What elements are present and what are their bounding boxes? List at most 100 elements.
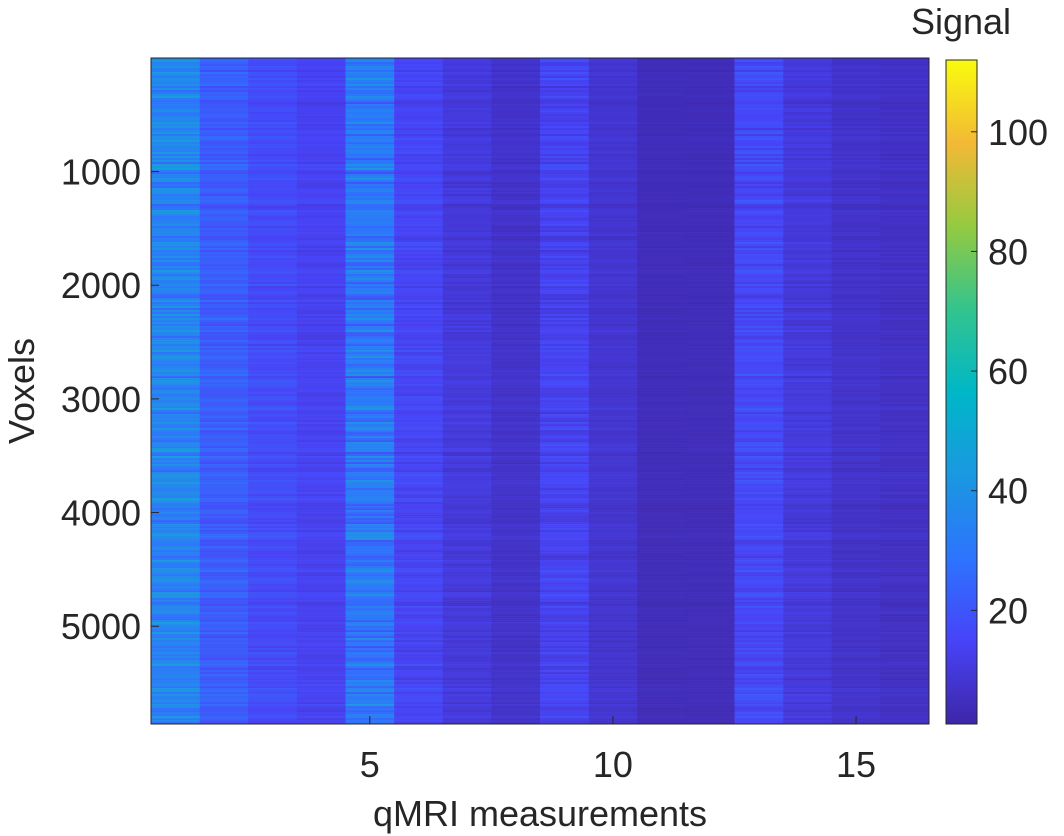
- heatmap-cell: [831, 478, 881, 481]
- heatmap-cell: [540, 320, 589, 323]
- heatmap-cell: [345, 80, 395, 83]
- heatmap-cell: [442, 238, 492, 241]
- heatmap-cell: [588, 202, 638, 205]
- heatmap-cell: [151, 518, 200, 521]
- heatmap-cell: [248, 508, 298, 511]
- heatmap-cell: [296, 424, 346, 427]
- heatmap-cell: [880, 200, 930, 203]
- heatmap-cell: [685, 360, 735, 363]
- heatmap-cell: [831, 490, 881, 493]
- heatmap-cell: [248, 432, 298, 435]
- heatmap-cell: [783, 524, 833, 527]
- heatmap-cell: [199, 464, 249, 467]
- heatmap-cell: [199, 124, 249, 127]
- heatmap-cell: [151, 88, 200, 91]
- heatmap-cell: [540, 534, 589, 537]
- heatmap-cell: [151, 536, 200, 539]
- heatmap-cell: [151, 524, 200, 527]
- heatmap-cell: [345, 540, 395, 543]
- heatmap-cell: [880, 484, 930, 487]
- heatmap-cell: [248, 216, 298, 219]
- heatmap-cell: [880, 278, 930, 281]
- heatmap-cell: [831, 426, 881, 429]
- heatmap-cell: [491, 198, 541, 201]
- heatmap-cell: [394, 112, 444, 115]
- heatmap-cell: [442, 300, 492, 303]
- heatmap-cell: [831, 654, 881, 657]
- heatmap-cell: [685, 634, 735, 637]
- heatmap-cell: [734, 156, 784, 159]
- heatmap-cell: [248, 112, 298, 115]
- heatmap-cell: [783, 400, 833, 403]
- heatmap-cell: [442, 72, 492, 75]
- heatmap-cell: [491, 604, 541, 607]
- heatmap-cell: [199, 180, 249, 183]
- heatmap-cell: [296, 70, 346, 73]
- heatmap-cell: [783, 172, 833, 175]
- heatmap-cell: [831, 458, 881, 461]
- heatmap-cell: [783, 660, 833, 663]
- heatmap-cell: [685, 536, 735, 539]
- heatmap-cell: [685, 328, 735, 331]
- heatmap-cell: [588, 504, 638, 507]
- heatmap-cell: [345, 456, 395, 459]
- heatmap-cell: [831, 558, 881, 561]
- heatmap-cell: [345, 242, 395, 245]
- heatmap-cell: [637, 650, 687, 653]
- heatmap-cell: [199, 548, 249, 551]
- heatmap-cell: [296, 464, 346, 467]
- heatmap-cell: [491, 354, 541, 357]
- heatmap-cell: [637, 412, 687, 415]
- heatmap-cell: [540, 660, 589, 663]
- heatmap-cell: [491, 262, 541, 265]
- heatmap-cell: [880, 216, 930, 219]
- heatmap-cell: [199, 136, 249, 139]
- heatmap-cell: [637, 142, 687, 145]
- heatmap-cell: [394, 376, 444, 379]
- heatmap-cell: [540, 230, 589, 233]
- heatmap-cell: [880, 606, 930, 609]
- heatmap-cell: [685, 144, 735, 147]
- heatmap-cell: [248, 414, 298, 417]
- heatmap-cell: [345, 642, 395, 645]
- heatmap-cell: [199, 380, 249, 383]
- heatmap-cell: [588, 580, 638, 583]
- heatmap-cell: [296, 234, 346, 237]
- heatmap-cell: [685, 544, 735, 547]
- heatmap-cell: [540, 374, 589, 377]
- heatmap-cell: [831, 162, 881, 165]
- heatmap-cell: [248, 572, 298, 575]
- heatmap-cell: [345, 450, 395, 453]
- heatmap-cell: [345, 668, 395, 671]
- heatmap-cell: [199, 420, 249, 423]
- heatmap-cell: [783, 656, 833, 659]
- heatmap-cell: [588, 70, 638, 73]
- heatmap-cell: [394, 256, 444, 259]
- heatmap-cell: [345, 254, 395, 257]
- heatmap-cell: [151, 266, 200, 269]
- heatmap-cell: [394, 544, 444, 547]
- heatmap-cell: [394, 502, 444, 505]
- heatmap-cell: [248, 670, 298, 673]
- heatmap-cell: [540, 586, 589, 589]
- heatmap-cell: [199, 462, 249, 465]
- heatmap-cell: [783, 78, 833, 81]
- heatmap-cell: [394, 136, 444, 139]
- heatmap-cell: [734, 336, 784, 339]
- heatmap-cell: [540, 160, 589, 163]
- heatmap-cell: [588, 354, 638, 357]
- heatmap-cell: [442, 622, 492, 625]
- heatmap-cell: [734, 306, 784, 309]
- heatmap-cell: [783, 320, 833, 323]
- heatmap-cell: [880, 150, 930, 153]
- heatmap-cell: [637, 128, 687, 131]
- heatmap-cell: [491, 436, 541, 439]
- heatmap-cell: [540, 576, 589, 579]
- heatmap-cell: [151, 312, 200, 315]
- heatmap-cell: [685, 486, 735, 489]
- heatmap-cell: [442, 420, 492, 423]
- heatmap-cell: [394, 672, 444, 675]
- heatmap-cell: [540, 508, 589, 511]
- heatmap-cell: [588, 530, 638, 533]
- heatmap-cell: [296, 262, 346, 265]
